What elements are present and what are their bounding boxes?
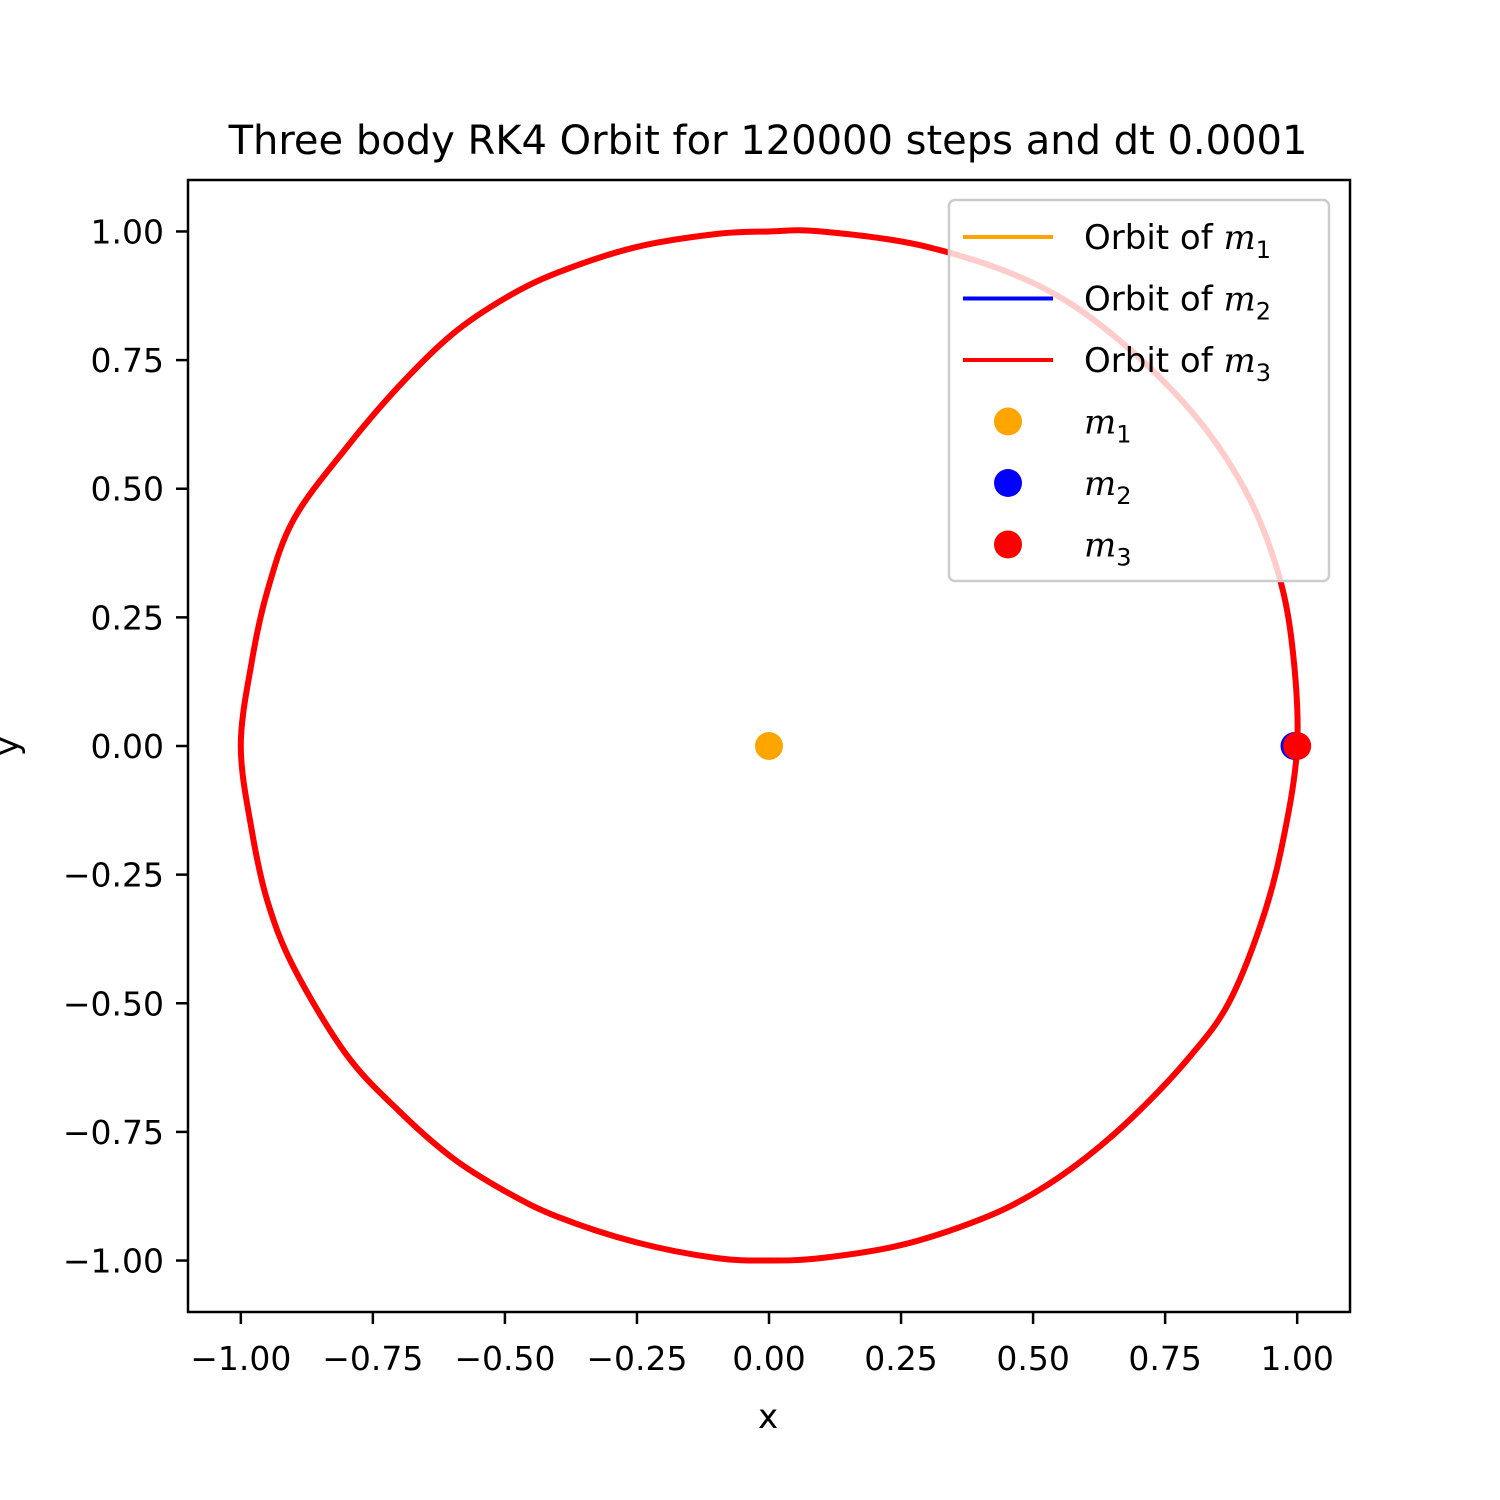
x-tick-label: −1.00: [190, 1339, 291, 1378]
y-tick-label: 0.25: [91, 598, 164, 637]
y-tick-label: 0.75: [91, 341, 164, 380]
marker-m1: [755, 732, 783, 760]
y-tick-label: −0.25: [63, 856, 164, 895]
legend-marker-swatch: [994, 469, 1022, 497]
x-tick-label: −0.25: [586, 1339, 687, 1378]
x-tick-label: 0.00: [732, 1339, 805, 1378]
legend-entry-label: m3: [1084, 526, 1132, 572]
legend-marker-swatch: [994, 530, 1022, 559]
x-tick-label: 0.50: [996, 1339, 1069, 1378]
y-tick-label: −0.75: [63, 1113, 164, 1152]
legend-entry-label: m2: [1084, 464, 1132, 510]
legend-entry-label: m1: [1084, 403, 1132, 449]
x-tick-label: −0.75: [322, 1339, 423, 1378]
axes: −1.00 −0.75 −0.50 −0.25 0.00 0.25 0.50 0.75 1.00…: [63, 178, 1352, 1378]
legend: Orbit of m1 Orbit of m2 Orbit of m3 m1 m2 m3: [947, 198, 1331, 583]
legend-entry-label: Orbit of m2: [1084, 280, 1271, 326]
x-tick-label: −0.50: [454, 1339, 555, 1378]
x-axis-label: x: [758, 1397, 778, 1437]
x-tick-label: 1.00: [1260, 1339, 1333, 1378]
legend-marker-swatch: [994, 407, 1022, 436]
legend-entry-label: Orbit of m1: [1084, 218, 1271, 264]
x-tick-label: 0.75: [1128, 1339, 1201, 1378]
y-tick-label: −1.00: [63, 1242, 164, 1281]
x-tick-label: 0.25: [864, 1339, 937, 1378]
legend-box: [947, 198, 1331, 583]
y-tick-label: 0.00: [91, 727, 164, 766]
y-tick-label: 0.50: [91, 470, 164, 509]
y-axis-label: y: [0, 736, 27, 756]
y-tick-label: −0.50: [63, 984, 164, 1023]
y-tick-label: 1.00: [91, 212, 164, 251]
marker-m3: [1283, 732, 1312, 760]
legend-entry-label: Orbit of m3: [1084, 341, 1271, 387]
chart-title: Three body RK4 Orbit for 120000 steps an…: [228, 118, 1308, 164]
